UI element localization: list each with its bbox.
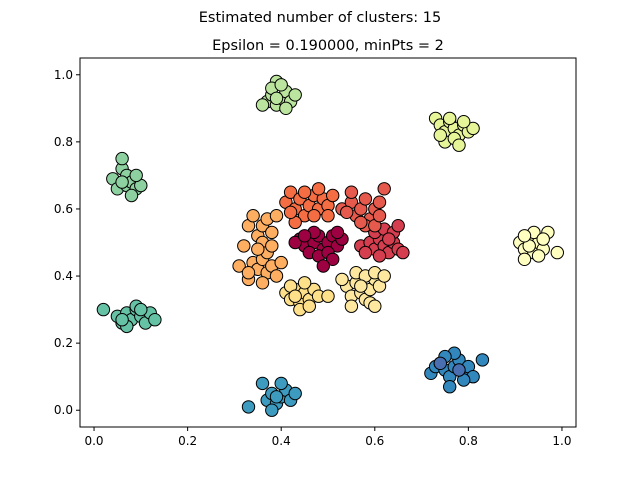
cluster-4-point-5 (265, 225, 279, 240)
points-layer (96, 74, 564, 417)
cluster-3-point-12 (297, 185, 312, 199)
cluster-9-point-12 (269, 91, 284, 106)
cluster-4-point-20 (251, 242, 265, 256)
cluster-13-point-0 (241, 400, 256, 414)
cluster-0-point-12 (288, 235, 302, 250)
axes-frame (79, 57, 577, 428)
y-axis-ticks: 0.0 0.2 0.4 0.6 0.8 1.0 (54, 68, 80, 417)
cluster-7-point-12 (536, 232, 550, 246)
cluster-10-point-10 (115, 175, 129, 189)
cluster-10-point-9 (124, 188, 139, 203)
cluster-4-point-1 (246, 209, 260, 223)
cluster-9-point-9 (255, 98, 270, 112)
cluster-11-point-9 (148, 313, 162, 327)
cluster-2-point-9 (344, 185, 359, 199)
cluster-12-point-10 (475, 353, 490, 367)
y-tick-label-4: 0.8 (54, 135, 73, 149)
cluster-6-point-16 (368, 299, 382, 313)
cluster-5-point-12 (302, 299, 316, 313)
cluster-8-point-14 (457, 115, 471, 129)
cluster-3-point-15 (311, 182, 326, 196)
x-tick-label-1: 0.2 (178, 434, 197, 448)
chart-suptitle: Estimated number of clusters: 15 (199, 10, 441, 26)
cluster-11-point-12 (115, 313, 129, 327)
cluster-1-point-15 (358, 245, 373, 260)
cluster-7-point-8 (531, 249, 546, 263)
cluster-9-point-10 (274, 78, 288, 92)
chart-title: Epsilon = 0.190000, minPts = 2 (212, 38, 444, 54)
cluster-3-point-13 (307, 209, 321, 223)
cluster-2-point-4 (358, 192, 373, 206)
cluster-4-point-22 (241, 266, 256, 280)
cluster-7-point-10 (550, 245, 564, 260)
cluster-4-point-17 (237, 239, 251, 253)
cluster-2-point-14 (372, 209, 387, 223)
y-tick-label-5: 1.0 (54, 68, 73, 82)
x-tick-label-3: 0.6 (365, 434, 384, 448)
cluster-3-point-10 (326, 188, 340, 203)
x-tick-label-2: 0.4 (272, 434, 291, 448)
cluster-3-point-14 (283, 205, 298, 220)
cluster-12-point-11 (443, 380, 457, 394)
cluster-11-point-0 (96, 302, 111, 317)
x-axis-ticks: 0.0 0.2 0.4 0.6 0.8 1.0 (84, 427, 572, 448)
cluster-14-point-0 (433, 356, 447, 370)
cluster-5-point-8 (297, 276, 312, 290)
cluster-13-point-10 (288, 386, 302, 401)
y-tick-label-3: 0.6 (54, 202, 73, 216)
cluster-0-point-14 (326, 252, 340, 266)
cluster-9-point-11 (279, 101, 293, 116)
cluster-13-point-1 (255, 376, 270, 391)
cluster-8-point-13 (443, 111, 457, 126)
cluster-5-point-11 (321, 289, 335, 303)
cluster-0-point-17 (330, 225, 345, 240)
cluster-6-point-12 (344, 299, 359, 313)
cluster-1-point-13 (382, 232, 396, 246)
cluster-4-point-19 (265, 239, 279, 253)
cluster-2-point-12 (354, 215, 368, 230)
cluster-1-point-12 (391, 219, 405, 233)
cluster-8-point-11 (452, 138, 466, 152)
cluster-13-point-9 (274, 376, 288, 391)
cluster-0-point-16 (297, 229, 312, 243)
cluster-6-point-11 (377, 269, 391, 283)
cluster-0-point-15 (316, 259, 330, 273)
cluster-10-point-11 (129, 168, 143, 183)
cluster-1-point-8 (396, 245, 410, 260)
cluster-4-point-15 (255, 276, 270, 290)
cluster-9-point-6 (288, 88, 302, 102)
x-tick-label-5: 1.0 (552, 434, 571, 448)
cluster-6-point-15 (335, 272, 349, 287)
x-tick-label-4: 0.8 (459, 434, 478, 448)
y-tick-label-1: 0.2 (54, 336, 73, 350)
cluster-14-point-1 (452, 363, 466, 377)
cluster-5-point-13 (288, 289, 302, 303)
cluster-3-point-16 (321, 209, 335, 223)
y-tick-label-0: 0.0 (54, 403, 73, 417)
cluster-4-point-13 (269, 269, 284, 283)
cluster-7-point-6 (517, 252, 532, 266)
cluster-7-point-13 (517, 229, 532, 243)
cluster-4-point-16 (232, 259, 246, 273)
cluster-13-point-11 (269, 390, 284, 404)
cluster-10-point-8 (115, 151, 129, 166)
cluster-8-point-12 (433, 128, 447, 142)
cluster-11-point-13 (134, 302, 148, 317)
y-tick-label-2: 0.4 (54, 269, 73, 283)
cluster-6-point-14 (354, 279, 368, 293)
cluster-2-point-8 (377, 182, 391, 196)
cluster-2-point-7 (372, 195, 387, 209)
cluster-13-point-8 (265, 403, 279, 417)
cluster-1-point-14 (372, 249, 387, 263)
cluster-4-point-6 (269, 209, 284, 223)
cluster-8-point-8 (466, 121, 480, 136)
cluster-3-point-1 (283, 185, 298, 199)
cluster-2-point-13 (340, 205, 354, 220)
cluster-4-point-21 (274, 255, 288, 270)
x-tick-label-0: 0.0 (84, 434, 103, 448)
